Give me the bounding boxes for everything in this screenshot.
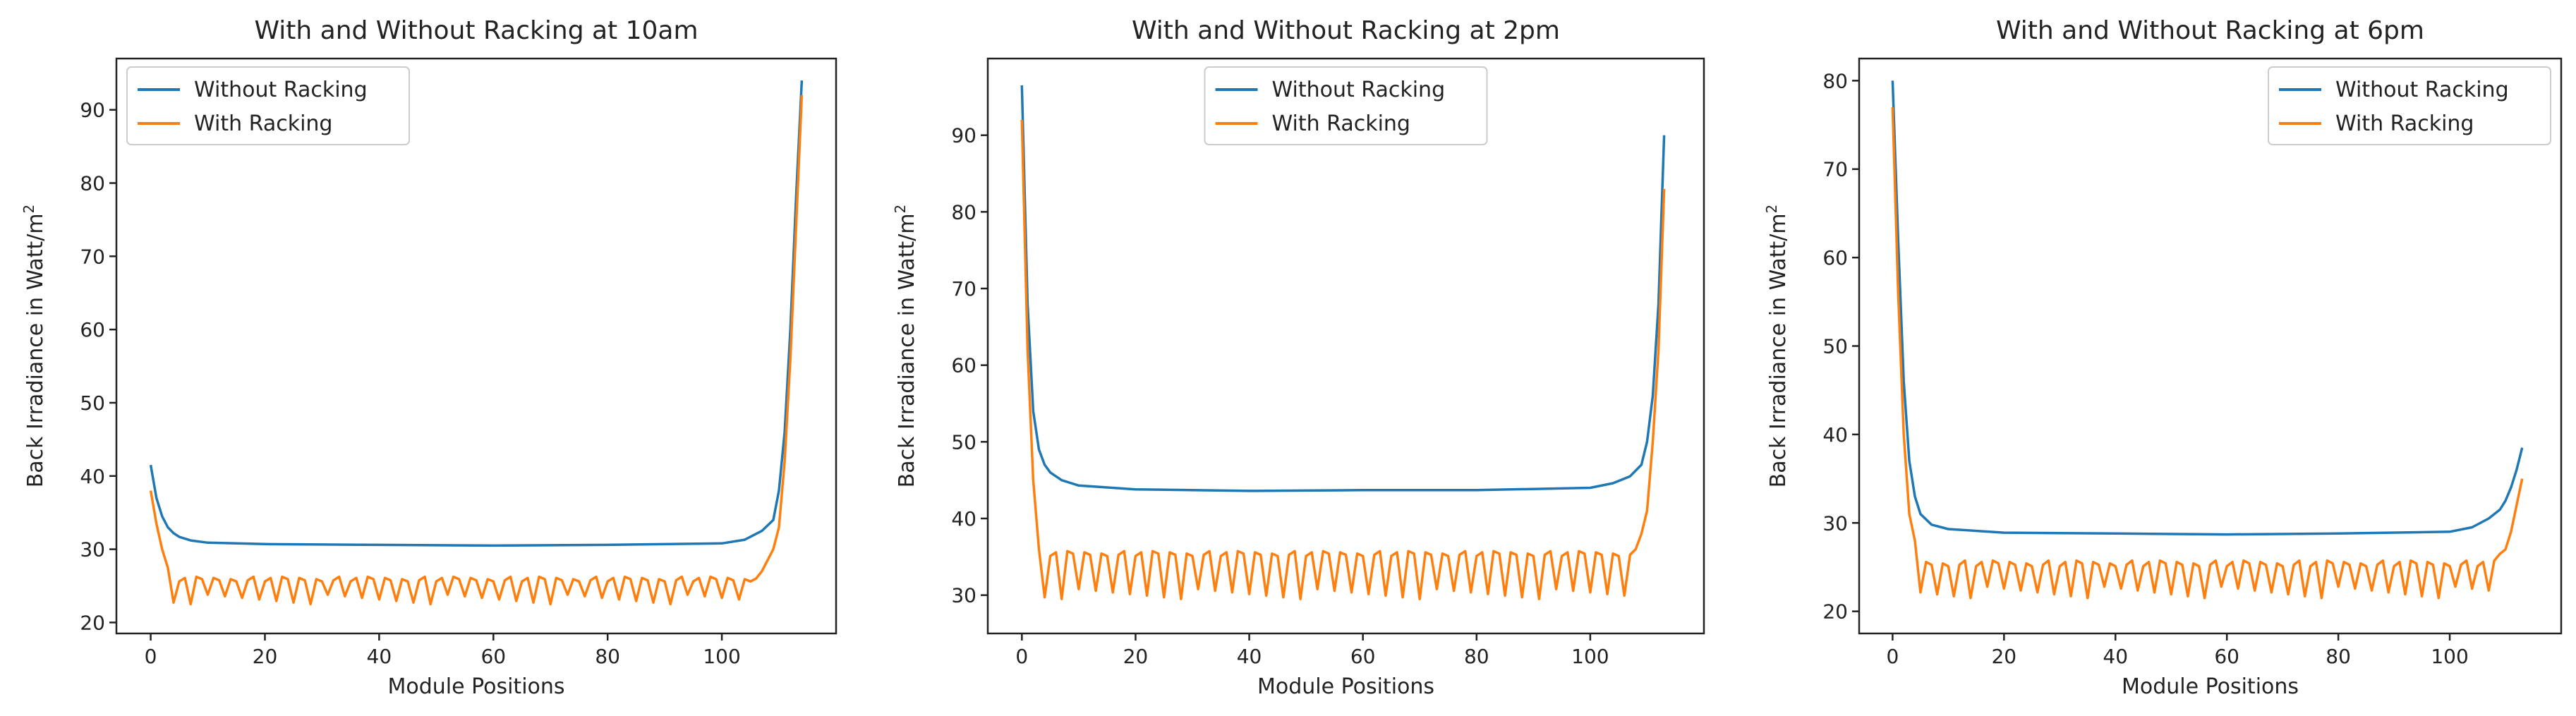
y-tick-label: 40 [80, 465, 105, 488]
y-axis-label: Back Irradiance in Watt/m2 [1763, 205, 1791, 488]
series-line-with-racking [1020, 119, 1666, 600]
x-tick-label: 0 [1015, 645, 1028, 668]
series-line-with-racking [1891, 107, 2524, 600]
chart-panel-3: With and Without Racking at 6pm 0 20 40 60 80… [1763, 16, 2563, 699]
series-line-without-racking [1020, 85, 1666, 492]
y-tick-label: 90 [951, 124, 976, 147]
x-tick-label: 60 [2214, 645, 2239, 668]
x-axis-label: Module Positions [387, 674, 564, 699]
y-tick-label: 80 [80, 171, 105, 195]
y-axis-label-superscript: 2 [20, 205, 37, 214]
y-tick-label: 60 [951, 354, 976, 377]
legend-entry: With Racking [2335, 111, 2474, 136]
series-line-without-racking [1891, 80, 2524, 536]
y-tick-label: 50 [951, 430, 976, 454]
x-tick-label: 100 [1571, 645, 1609, 668]
y-tick-label: 20 [80, 611, 105, 634]
y-tick-label: 80 [951, 200, 976, 224]
y-tick-label: 40 [951, 507, 976, 530]
y-tick-label: 30 [1822, 511, 1848, 535]
chart-panel-1: With and Without Racking at 10am 0 20 40 60 8… [20, 16, 837, 699]
series-line-without-racking [149, 80, 804, 547]
y-axis-label: Back Irradiance in Watt/m2 [20, 205, 48, 488]
y-tick-label: 50 [80, 392, 105, 415]
legend-entry: Without Racking [1272, 78, 1446, 102]
chart-panel-2: With and Without Racking at 2pm 0 20 40 60 80… [892, 16, 1705, 699]
y-axis-label: Back Irradiance in Watt/m2 [892, 205, 919, 488]
x-tick-label: 40 [1237, 645, 1262, 668]
y-tick-label: 40 [1822, 423, 1848, 447]
x-tick-label: 80 [1464, 645, 1489, 668]
x-tick-label: 20 [253, 645, 278, 668]
x-tick-label: 80 [2326, 645, 2351, 668]
legend-entry: With Racking [194, 111, 332, 136]
y-axis-label-main: Back Irradiance in Watt/m [895, 213, 919, 487]
x-axis-label: Module Positions [1257, 674, 1434, 699]
legend-box [126, 66, 410, 145]
x-tick-label: 40 [367, 645, 392, 668]
y-tick-label: 20 [1822, 600, 1848, 624]
chart-title: With and Without Racking at 6pm [1996, 16, 2424, 45]
legend-entry: Without Racking [194, 78, 368, 102]
chart-title: With and Without Racking at 2pm [1132, 16, 1560, 45]
y-tick-label: 60 [80, 318, 105, 341]
x-tick-label: 100 [2431, 645, 2468, 668]
y-axis-label-main: Back Irradiance in Watt/m [1766, 213, 1791, 487]
legend: Without Racking With Racking [1204, 66, 1488, 145]
y-tick-label: 30 [951, 584, 976, 607]
x-tick-label: 40 [2103, 645, 2128, 668]
legend-entry: Without Racking [2335, 78, 2509, 102]
x-tick-label: 0 [145, 645, 157, 668]
x-tick-label: 0 [1886, 645, 1899, 668]
x-tick-label: 20 [1991, 645, 2016, 668]
y-tick-label: 70 [1822, 158, 1848, 181]
y-axis-label-main: Back Irradiance in Watt/m [23, 213, 48, 487]
legend-box [1204, 66, 1488, 145]
legend: Without Racking With Racking [2268, 66, 2551, 145]
legend-box [2268, 66, 2551, 145]
y-tick-label: 70 [951, 277, 976, 301]
y-tick-label: 60 [1822, 246, 1848, 269]
x-tick-label: 60 [480, 645, 506, 668]
y-tick-label: 90 [80, 99, 105, 122]
y-axis-label-superscript: 2 [1763, 205, 1780, 214]
series-line-with-racking [149, 95, 804, 606]
plot-frame [115, 57, 837, 635]
y-axis-label-superscript: 2 [892, 205, 909, 214]
y-tick-label: 30 [80, 538, 105, 562]
legend: Without Racking With Racking [126, 66, 410, 145]
x-axis-label: Module Positions [2122, 674, 2299, 699]
y-tick-label: 80 [1822, 69, 1848, 92]
y-tick-label: 70 [80, 245, 105, 268]
y-tick-label: 50 [1822, 335, 1848, 358]
x-tick-label: 100 [703, 645, 740, 668]
x-tick-label: 20 [1123, 645, 1149, 668]
x-tick-label: 60 [1350, 645, 1376, 668]
chart-title: With and Without Racking at 10am [254, 16, 698, 45]
legend-entry: With Racking [1272, 111, 1410, 136]
x-tick-label: 80 [595, 645, 620, 668]
plot-frame [986, 57, 1705, 635]
